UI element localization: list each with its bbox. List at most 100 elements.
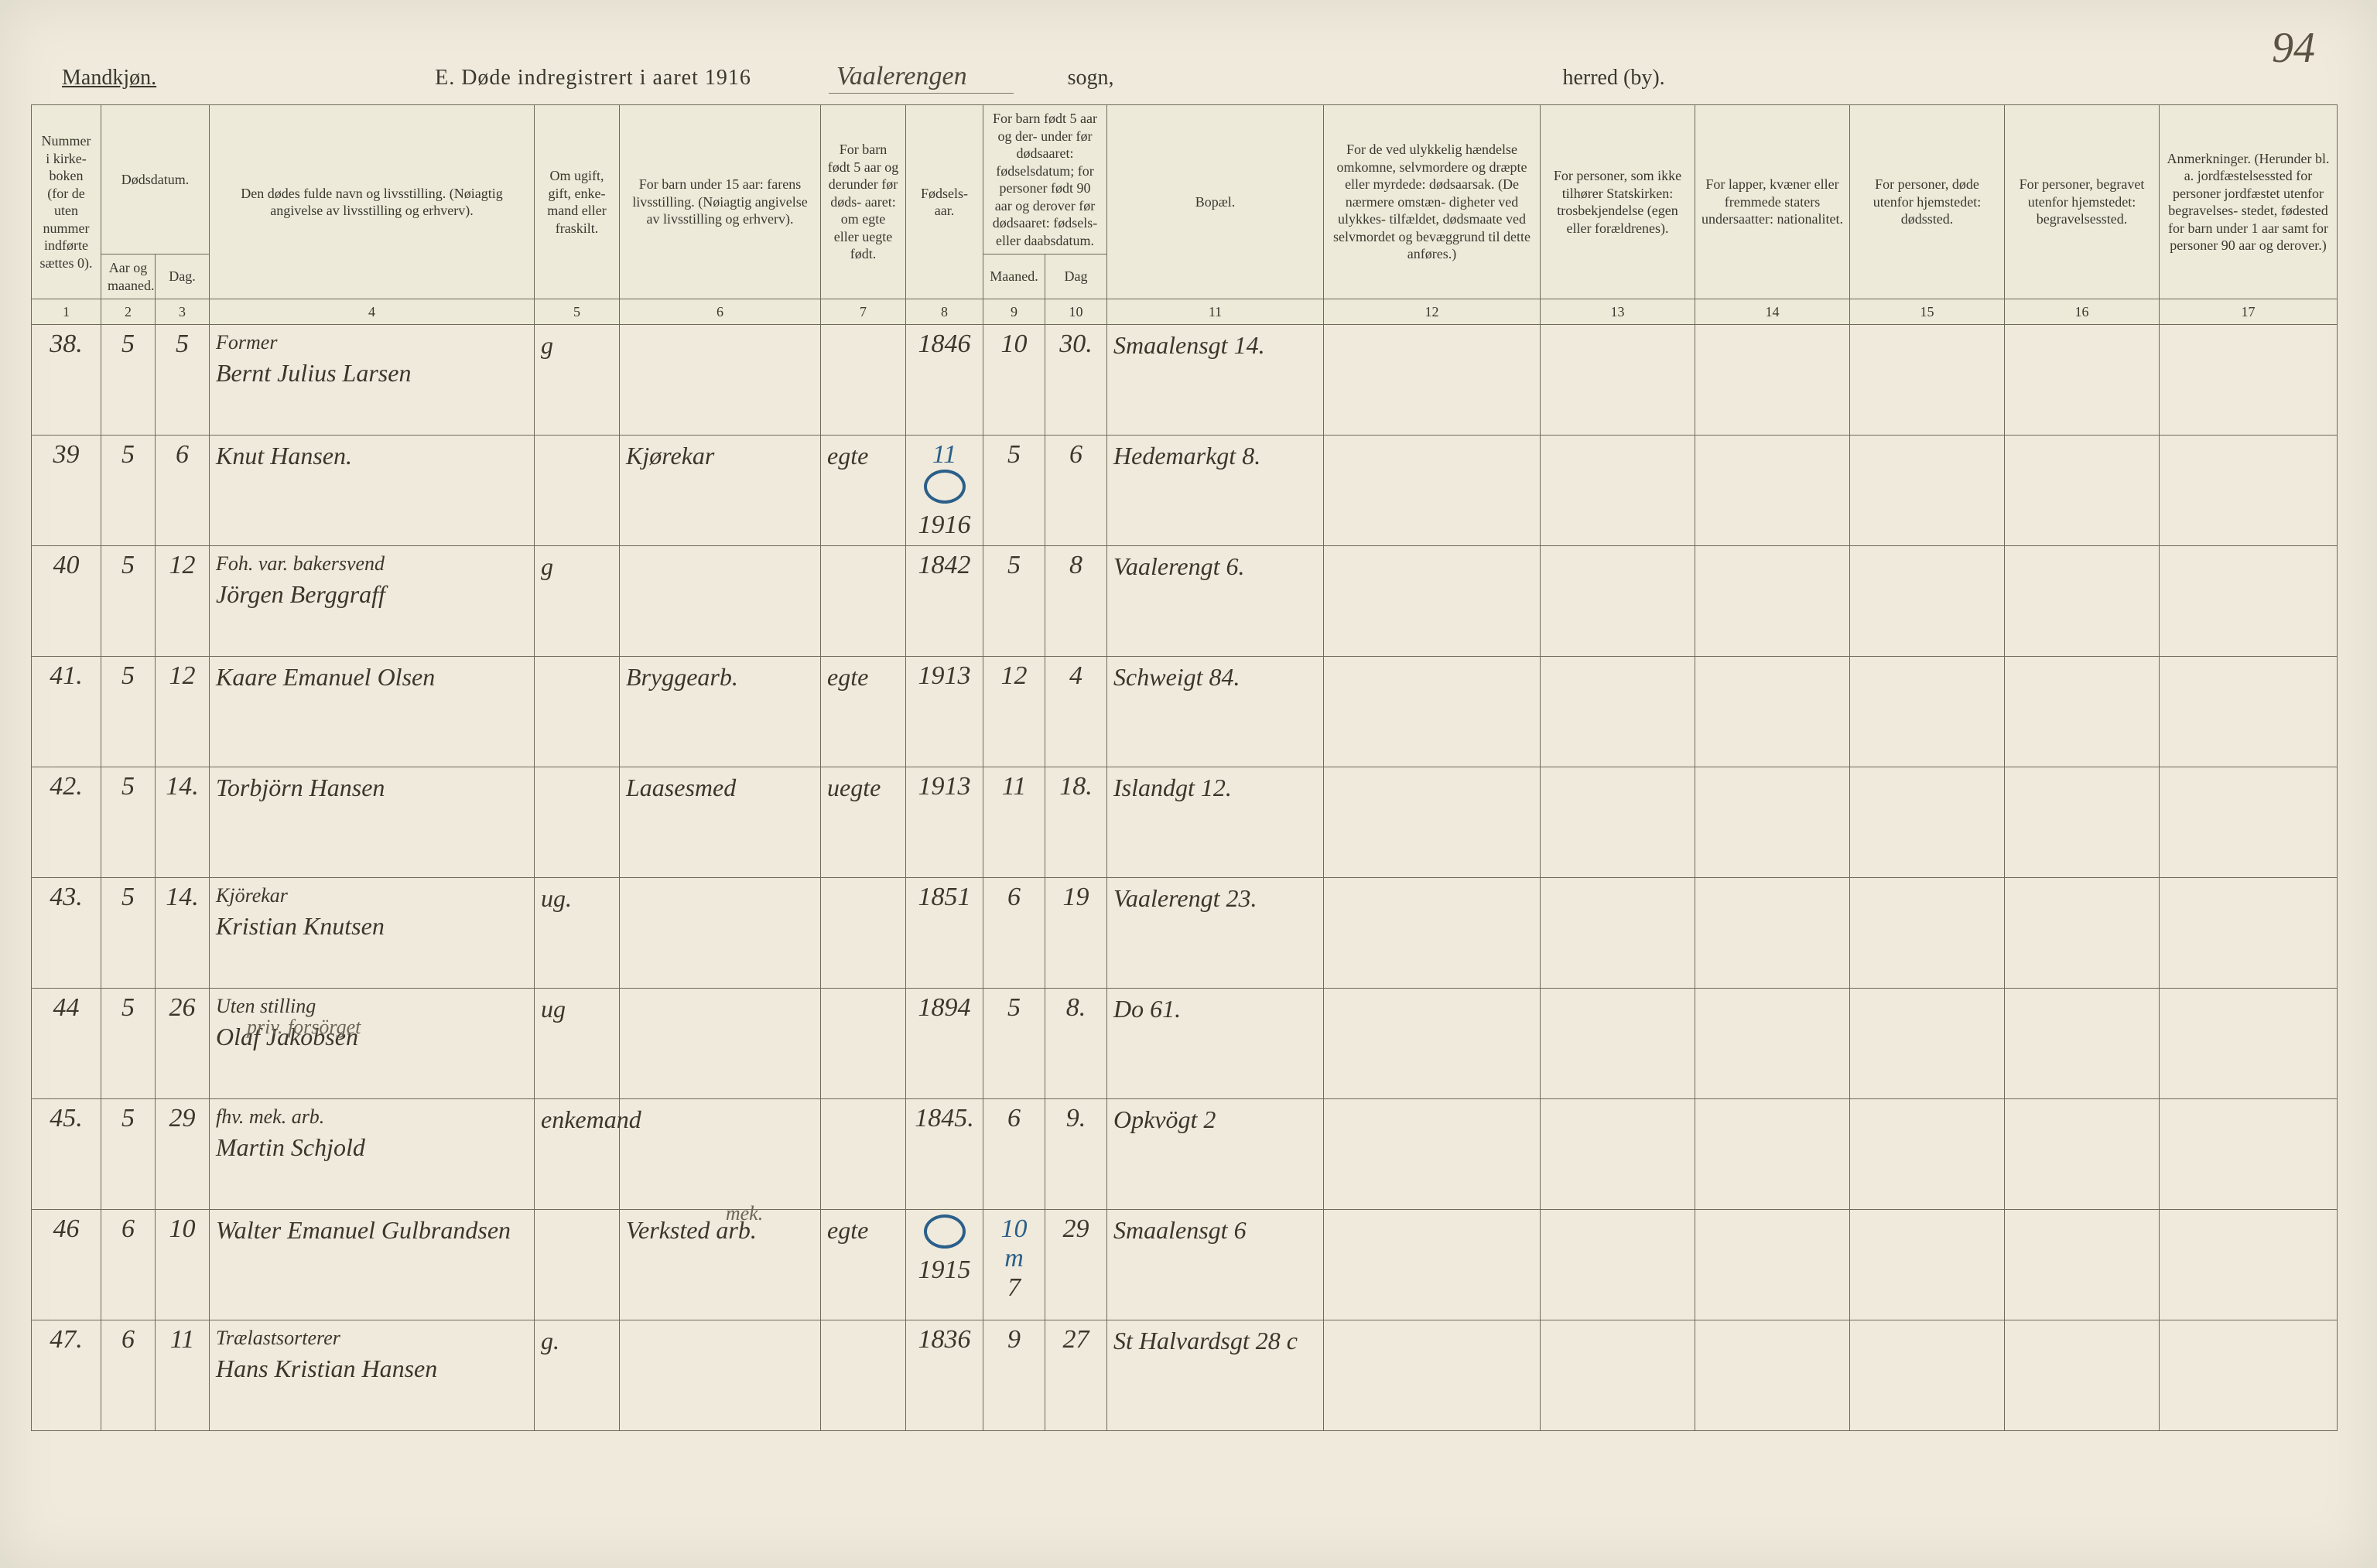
birth-year-cell: 111916 — [906, 436, 983, 546]
remarks — [2160, 657, 2338, 767]
table-row: 41.512Kaare Emanuel OlsenBryggearb.egte1… — [32, 657, 2338, 767]
religion — [1541, 1320, 1695, 1431]
form-title-text: E. Døde indregistrert i aaret 191 — [435, 66, 740, 90]
legitimacy: egte — [821, 1210, 906, 1320]
birth-year: 1915 — [918, 1255, 971, 1284]
residence: Smaalensgt 6 — [1107, 1210, 1324, 1320]
name-occupation-cell: Foh. var. bakersvendJörgen Berggraff — [210, 546, 535, 657]
cause-of-death — [1324, 767, 1541, 878]
cause-of-death — [1324, 1099, 1541, 1210]
table-row: 42.514.Torbjörn HansenLaasesmeduegte1913… — [32, 767, 2338, 878]
name-occupation-cell: Walter Emanuel Gulbrandsen — [210, 1210, 535, 1320]
father-occupation-cell: Laasesmed — [620, 767, 821, 878]
deceased-name: Walter Emanuel Gulbrandsen — [216, 1214, 528, 1247]
place-of-burial — [2005, 989, 2160, 1099]
table-row: 40512Foh. var. bakersvendJörgen Berggraf… — [32, 546, 2338, 657]
birth-month: 5 — [983, 546, 1045, 657]
nationality — [1695, 1320, 1850, 1431]
name-occupation-cell: fhv. mek. arb.Martin Schjold — [210, 1099, 535, 1210]
death-month: 6 — [101, 1210, 156, 1320]
colnum: 12 — [1324, 299, 1541, 325]
deceased-name: Kristian Knutsen — [216, 910, 528, 943]
table-body: 38.55FormerBernt Julius Larseng18461030.… — [32, 325, 2338, 1431]
remarks — [2160, 1320, 2338, 1431]
place-of-burial — [2005, 1099, 2160, 1210]
religion — [1541, 989, 1695, 1099]
colnum: 17 — [2160, 299, 2338, 325]
occupation: fhv. mek. arb. — [216, 1104, 528, 1130]
table-row: 46610Walter Emanuel GulbrandsenVerksted … — [32, 1210, 2338, 1320]
birth-month: 6 — [983, 878, 1045, 989]
col-9-header-top: For barn født 5 aar og der- under før dø… — [983, 105, 1107, 255]
sogn-label: sogn, — [1068, 66, 1114, 91]
legitimacy — [821, 989, 906, 1099]
residence: Vaalerengt 6. — [1107, 546, 1324, 657]
remarks — [2160, 878, 2338, 989]
death-month: 5 — [101, 546, 156, 657]
birth-year-cell: 1915 — [906, 1210, 983, 1320]
religion — [1541, 657, 1695, 767]
birth-year-cell: 1913 — [906, 767, 983, 878]
religion — [1541, 767, 1695, 878]
birth-day: 6 — [1045, 436, 1107, 546]
name-occupation-cell: FormerBernt Julius Larsen — [210, 325, 535, 436]
cause-of-death — [1324, 325, 1541, 436]
birth-day: 19 — [1045, 878, 1107, 989]
col-8-header: Fødsels- aar. — [906, 105, 983, 299]
col-2b-header: Dag. — [156, 255, 210, 299]
civil-status: ug. — [535, 878, 620, 989]
birth-day: 9. — [1045, 1099, 1107, 1210]
nationality — [1695, 657, 1850, 767]
remarks — [2160, 767, 2338, 878]
cause-of-death — [1324, 1210, 1541, 1320]
col-2a-header: Aar og maaned. — [101, 255, 156, 299]
death-month: 5 — [101, 1099, 156, 1210]
place-of-burial — [2005, 878, 2160, 989]
death-month: 5 — [101, 878, 156, 989]
table-row: 45.529fhv. mek. arb.Martin Schjoldenkema… — [32, 1099, 2338, 1210]
nationality — [1695, 1210, 1850, 1320]
birth-year-cell: 1836 — [906, 1320, 983, 1431]
deceased-name: Martin Schjold — [216, 1132, 528, 1164]
death-day: 14. — [156, 767, 210, 878]
page-number: 94 — [2272, 23, 2315, 73]
residence: Smaalensgt 14. — [1107, 325, 1324, 436]
colnum: 13 — [1541, 299, 1695, 325]
remarks — [2160, 989, 2338, 1099]
col-7-header: For barn født 5 aar og derunder før døds… — [821, 105, 906, 299]
col-4-header: Den dødes fulde navn og livsstilling. (N… — [210, 105, 535, 299]
nationality — [1695, 878, 1850, 989]
deceased-name: Kaare Emanuel Olsen — [216, 661, 528, 694]
place-of-death — [1850, 878, 2005, 989]
father-occupation-cell — [620, 325, 821, 436]
remarks — [2160, 1099, 2338, 1210]
death-day: 29 — [156, 1099, 210, 1210]
col-2-header-top: Dødsdatum. — [101, 105, 210, 255]
name-occupation-cell: Kaare Emanuel Olsen — [210, 657, 535, 767]
col-6-header: For barn under 15 aar: farens livsstilli… — [620, 105, 821, 299]
pencil-annotation: priv. forsörget — [247, 1016, 361, 1038]
remarks — [2160, 436, 2338, 546]
civil-status: enkemand — [535, 1099, 620, 1210]
colnum: 16 — [2005, 299, 2160, 325]
colnum: 6 — [620, 299, 821, 325]
father-occupation-cell: Kjørekar — [620, 436, 821, 546]
entry-number: 43. — [32, 878, 101, 989]
colnum: 7 — [821, 299, 906, 325]
col-1-header: Nummer i kirke- boken (for de uten numme… — [32, 105, 101, 299]
occupation: Former — [216, 330, 528, 356]
death-day: 12 — [156, 546, 210, 657]
name-occupation-cell: Torbjörn Hansen — [210, 767, 535, 878]
colnum: 10 — [1045, 299, 1107, 325]
birth-day: 8 — [1045, 546, 1107, 657]
place-of-death — [1850, 436, 2005, 546]
death-day: 5 — [156, 325, 210, 436]
cause-of-death — [1324, 1320, 1541, 1431]
table-row: 38.55FormerBernt Julius Larseng18461030.… — [32, 325, 2338, 436]
deceased-name: Knut Hansen. — [216, 440, 528, 473]
birth-month: 10 — [983, 325, 1045, 436]
name-occupation-cell: TrælastsortererHans Kristian Hansen — [210, 1320, 535, 1431]
entry-number: 42. — [32, 767, 101, 878]
colnum: 1 — [32, 299, 101, 325]
entry-number: 39 — [32, 436, 101, 546]
